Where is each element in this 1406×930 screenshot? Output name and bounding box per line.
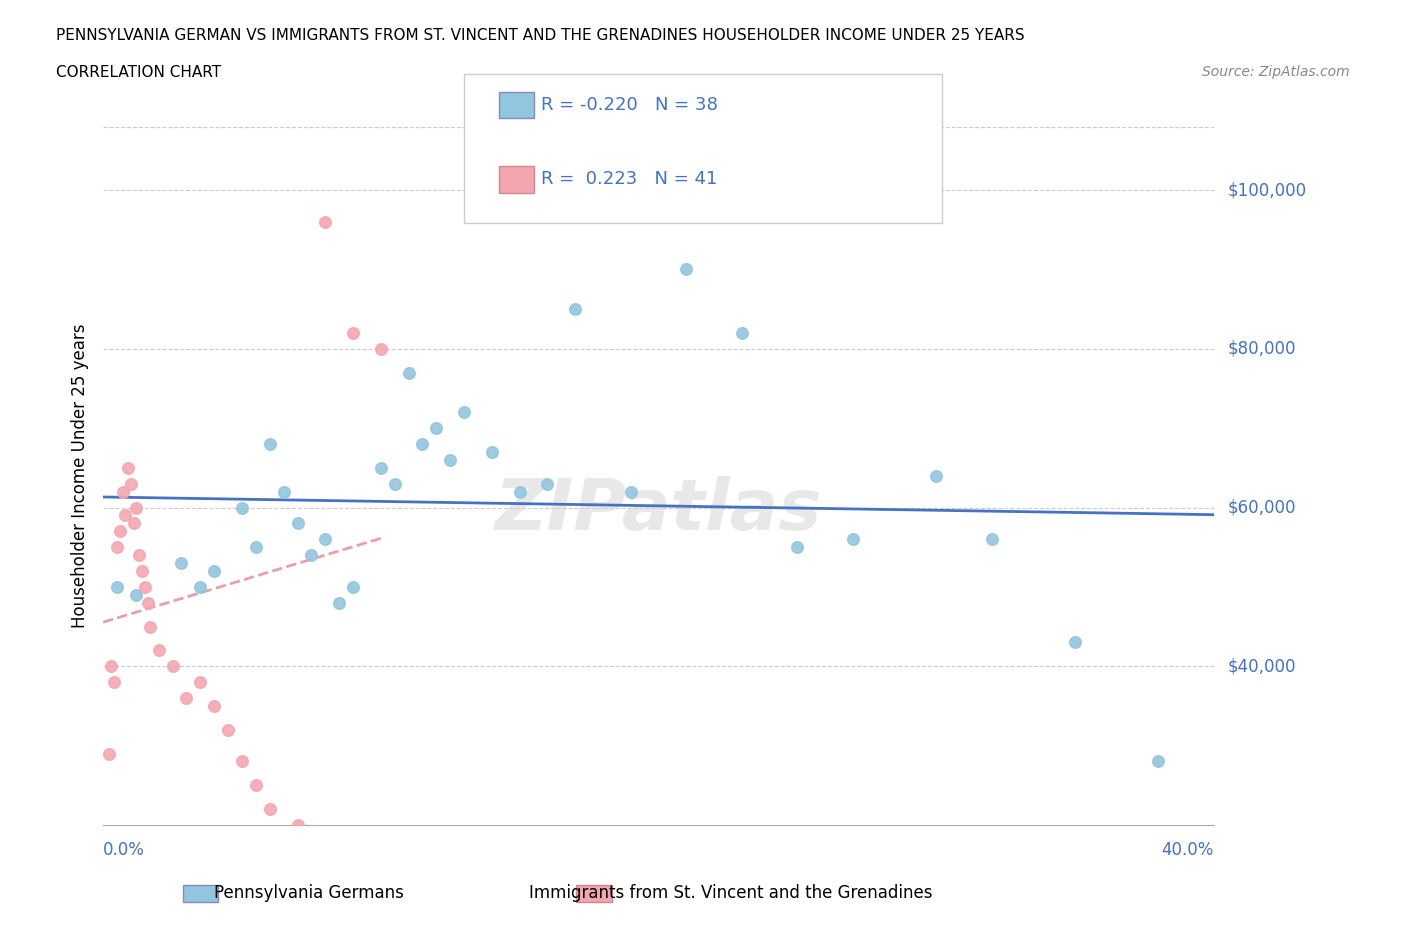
Text: 0.0%: 0.0% [103,841,145,858]
Point [100,658,122,673]
Text: $80,000: $80,000 [1227,339,1296,358]
Point [114,508,136,523]
Point [342,579,364,594]
Point [105,579,128,594]
Point [453,405,475,419]
Point [162,658,184,673]
Point [188,674,211,689]
Point [231,754,253,769]
Point [342,326,364,340]
Point [134,579,156,594]
Point [398,365,420,380]
Point [148,643,170,658]
Point [105,539,128,554]
Point [125,500,148,515]
Point [411,436,433,451]
Point [328,595,350,610]
Point [980,532,1002,547]
Point [245,539,267,554]
Text: ZIPatlas: ZIPatlas [495,476,823,545]
Point [259,802,281,817]
Text: R =  0.223   N = 41: R = 0.223 N = 41 [541,170,717,189]
Point [299,548,322,563]
Point [370,460,392,475]
Y-axis label: Householder Income Under 25 years: Householder Income Under 25 years [72,324,89,628]
Text: PENNSYLVANIA GERMAN VS IMMIGRANTS FROM ST. VINCENT AND THE GRENADINES HOUSEHOLDE: PENNSYLVANIA GERMAN VS IMMIGRANTS FROM S… [56,28,1025,43]
Point [202,698,225,713]
Point [188,579,211,594]
Text: Pennsylvania Germans: Pennsylvania Germans [214,884,405,902]
Point [273,485,295,499]
Text: Source: ZipAtlas.com: Source: ZipAtlas.com [1202,65,1350,79]
Point [481,445,503,459]
Point [786,539,808,554]
Point [425,420,447,435]
Point [384,476,406,491]
Point [103,674,125,689]
Text: $100,000: $100,000 [1227,181,1308,199]
Point [314,215,336,230]
Point [536,476,558,491]
Point [120,476,142,491]
Point [131,564,153,578]
Point [176,690,198,705]
Point [139,619,162,634]
Point [259,436,281,451]
Point [122,516,145,531]
Point [231,500,253,515]
Text: $40,000: $40,000 [1227,658,1296,675]
Point [509,485,531,499]
Text: R = -0.220   N = 38: R = -0.220 N = 38 [541,96,718,114]
Point [842,532,865,547]
Point [314,532,336,547]
Point [111,485,134,499]
Text: 40.0%: 40.0% [1161,841,1213,858]
Point [202,564,225,578]
Point [1064,635,1087,650]
Point [245,777,267,792]
Text: Immigrants from St. Vincent and the Grenadines: Immigrants from St. Vincent and the Gren… [530,884,932,902]
Point [675,262,697,277]
Point [439,453,461,468]
Point [97,746,120,761]
Point [620,485,643,499]
Point [287,516,309,531]
Point [217,723,239,737]
Point [731,326,754,340]
Point [925,469,948,484]
Point [128,548,150,563]
Text: CORRELATION CHART: CORRELATION CHART [56,65,221,80]
Point [564,301,586,316]
Point [170,555,193,570]
Point [136,595,159,610]
Point [117,460,139,475]
Point [125,588,148,603]
Point [1147,754,1170,769]
Point [370,341,392,356]
Point [108,524,131,538]
Point [287,817,309,832]
Text: $60,000: $60,000 [1227,498,1296,516]
